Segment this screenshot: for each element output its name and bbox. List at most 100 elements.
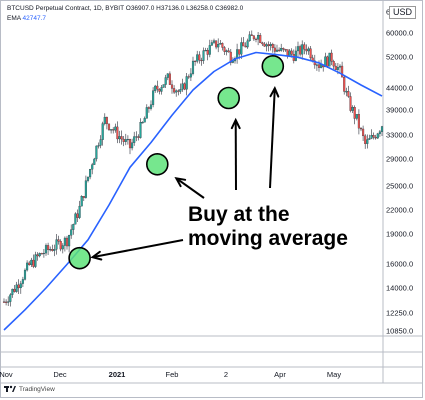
candle-body (80, 196, 83, 207)
candle-body (97, 145, 100, 147)
candle (364, 134, 367, 149)
candle-body (345, 91, 348, 93)
candle (236, 43, 239, 64)
arrow-head (269, 85, 280, 98)
candle (328, 52, 331, 67)
candle-body (246, 40, 249, 48)
candle-body (112, 129, 115, 131)
candle-body (212, 40, 216, 43)
x-tick-label: May (327, 370, 341, 379)
candle-body (229, 51, 232, 63)
candle-body (28, 262, 31, 266)
candle-body (179, 89, 182, 92)
ema-layer (3, 51, 383, 331)
candle-body (196, 54, 199, 62)
candle-body (267, 44, 270, 47)
candle (173, 85, 176, 94)
candle (82, 196, 85, 202)
candle-body (44, 245, 48, 254)
candle-body (149, 104, 153, 109)
candle (286, 49, 289, 59)
candle-body (173, 88, 176, 93)
candle (105, 116, 108, 130)
candle (175, 89, 178, 97)
annotation-arrow (269, 85, 280, 189)
candle-body (330, 52, 333, 62)
candle-body (47, 245, 50, 250)
candle-body (122, 138, 125, 142)
candle-body (278, 49, 281, 51)
tradingview-branding[interactable]: TradingView (4, 385, 55, 393)
ohlc-open-value: 36907.0 (130, 5, 155, 12)
candle-body (26, 262, 29, 271)
candle-body (284, 49, 287, 51)
candle (170, 80, 174, 94)
buy-point-marker (261, 54, 285, 78)
candle (338, 64, 342, 73)
candle (15, 281, 18, 293)
candle-body (17, 284, 20, 289)
candle-body (145, 107, 148, 119)
buy-point-marker (146, 152, 169, 176)
annotation-text: Buy at the moving average (188, 203, 348, 251)
candle (116, 121, 119, 144)
candle (9, 293, 12, 307)
candle (347, 85, 350, 98)
candle-body (78, 205, 81, 218)
candle-body (271, 44, 274, 49)
candle (11, 288, 14, 298)
candle-body (166, 73, 169, 78)
candle (137, 134, 140, 141)
candle (204, 47, 207, 52)
candle (305, 44, 308, 55)
candle-body (185, 76, 188, 90)
candle-body (332, 61, 335, 67)
candle (202, 47, 205, 64)
candle-body (269, 44, 272, 47)
candle (355, 114, 358, 121)
ohlc-high-label: H (156, 5, 161, 12)
candle-body (158, 88, 161, 92)
candle (126, 135, 129, 145)
candle (124, 133, 127, 146)
symbol-legend: BTCUSD Perpetual Contract, 1D, BYBIT O36… (7, 5, 243, 12)
candle-body (244, 45, 247, 48)
candle-body (296, 46, 300, 52)
y-tick-label: 29000.0 (386, 155, 413, 164)
candle-body (324, 56, 327, 68)
candle-body (107, 123, 111, 130)
candle (315, 63, 318, 71)
x-tick-label: Nov (0, 370, 13, 379)
candle (282, 47, 285, 53)
candle-body (170, 84, 174, 89)
candle-body (101, 123, 104, 140)
candle (194, 60, 197, 66)
candle-body (93, 158, 96, 165)
candle (229, 49, 232, 66)
candle-body (227, 50, 230, 53)
candle (362, 125, 365, 141)
candle (349, 92, 352, 113)
ema-label: EMA (7, 15, 21, 22)
candle-body (5, 301, 8, 303)
currency-badge[interactable]: USD (389, 6, 417, 19)
candle-body (137, 136, 140, 138)
candle (112, 127, 115, 134)
candle (38, 252, 41, 258)
candle-body (11, 288, 14, 295)
candle (299, 44, 302, 57)
candle-body (240, 42, 243, 55)
candle-body (261, 42, 264, 45)
candle (330, 49, 333, 66)
candle (217, 38, 220, 53)
candle (353, 105, 356, 125)
candle-body (23, 269, 27, 280)
candle-body (110, 129, 113, 131)
candle (223, 45, 226, 55)
candle-body (313, 60, 316, 66)
candle (34, 251, 37, 269)
candle (246, 38, 249, 49)
candle-body (252, 35, 255, 40)
candle-body (21, 279, 24, 284)
